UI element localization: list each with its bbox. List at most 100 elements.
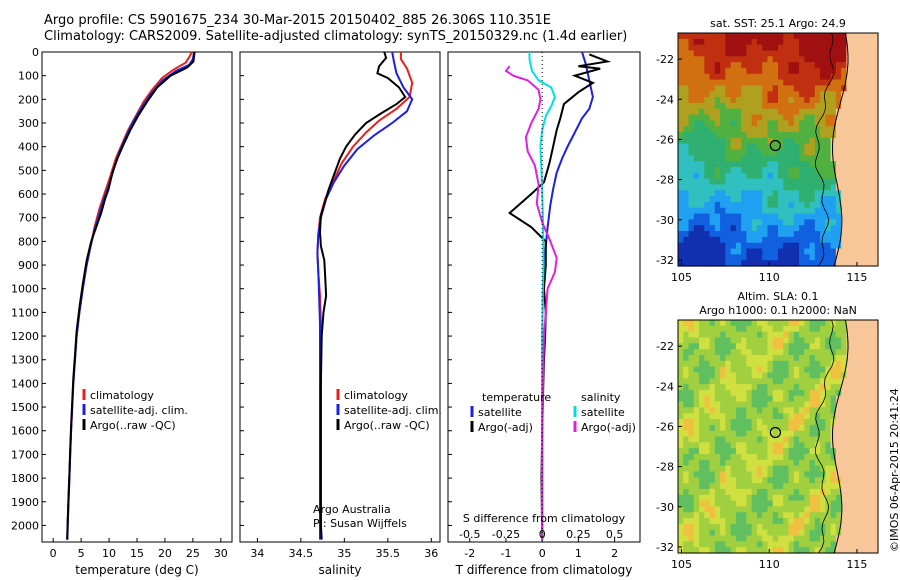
sst_map-cell: [783, 102, 790, 110]
sla_map-cell: [846, 360, 853, 368]
sla_map-cell: [714, 430, 721, 438]
sla_map-cell: [820, 453, 826, 461]
sla_map-cell: [714, 436, 721, 443]
sla_map-cell: [793, 512, 800, 519]
sla_map-cell: [846, 378, 853, 385]
sla_map-cell: [699, 389, 705, 397]
sla_map-cell: [714, 459, 721, 467]
sla_map-cell: [730, 407, 737, 414]
sst_map-cell: [841, 97, 848, 104]
sla_map-cell: [825, 349, 832, 356]
sla_map-cell: [825, 541, 832, 548]
sla_map-cell: [783, 407, 790, 414]
sla_map-cell: [735, 343, 742, 350]
sst_map-cell: [799, 79, 805, 87]
sst_map-cell: [867, 56, 874, 63]
sla_map-cell: [751, 395, 758, 403]
sla_map-cell: [756, 419, 763, 426]
sst_map-cell: [746, 137, 753, 145]
sst_map-cell: [699, 207, 705, 215]
sla_map-cell: [867, 465, 874, 473]
sla_map-cell: [809, 465, 816, 473]
sla_map-cell: [825, 378, 832, 385]
sst_map-y-tick-label: -26: [656, 133, 674, 146]
sla_map-cell: [735, 395, 742, 403]
sst_map-cell: [825, 102, 832, 110]
sst_map-cell: [683, 62, 690, 69]
sst_map-cell: [772, 231, 779, 238]
sla_map-cell: [735, 389, 742, 397]
sst_map-cell: [772, 132, 779, 139]
sst_map-cell: [804, 219, 811, 226]
sst_map-cell: [788, 190, 795, 197]
sst_map-cell: [778, 149, 784, 156]
sla_map-cell: [846, 349, 853, 356]
sst_map-cell: [804, 85, 811, 92]
sst_map-cell: [809, 248, 816, 255]
sla_map-cell: [846, 483, 853, 490]
sla_map-cell: [709, 459, 716, 467]
sla_map-cell: [699, 366, 705, 374]
sst_map-cell: [778, 102, 784, 110]
sst_map-cell: [704, 85, 711, 92]
sst_map-cell: [688, 242, 695, 250]
sla_map-cell: [772, 320, 779, 327]
sst_map-cell: [699, 62, 705, 69]
sst_map-cell: [804, 201, 811, 209]
sla_map-cell: [793, 518, 800, 525]
sla_map-cell: [746, 453, 753, 461]
sla_map-cell: [830, 413, 837, 420]
sla_map-cell: [767, 360, 774, 368]
sla_map-cell: [688, 407, 695, 414]
sst_map-cell: [793, 108, 800, 116]
sla_map-cell: [709, 448, 716, 455]
sst_map-cell: [835, 56, 842, 63]
sst_map-cell: [825, 201, 832, 209]
sst_map-cell: [735, 178, 742, 186]
sla_map-cell: [820, 471, 826, 478]
sst_map-cell: [856, 260, 863, 267]
sst_map-cell: [830, 102, 837, 110]
sla_map-cell: [841, 384, 848, 391]
sla_map-cell: [678, 360, 684, 368]
sla_map-cell: [709, 384, 716, 391]
sla_map-cell: [751, 424, 758, 432]
sla_map-cell: [714, 529, 721, 537]
sst_map-cell: [778, 132, 784, 139]
sla_map-cell: [851, 547, 858, 554]
sla_map-cell: [751, 325, 758, 333]
sla_map-cell: [699, 430, 705, 438]
sla_map-cell: [778, 325, 784, 333]
sla_map-cell: [825, 354, 832, 362]
sst_map-cell: [862, 213, 869, 220]
sla_map-cell: [730, 354, 737, 362]
sst_map-cell: [778, 62, 784, 69]
sla_map-cell: [720, 343, 726, 350]
sst_map-cell: [793, 201, 800, 209]
sla_map-cell: [751, 488, 758, 496]
sla_map-cell: [704, 430, 711, 438]
sla_map-cell: [683, 448, 690, 455]
sst_map-cell: [735, 184, 742, 191]
sla_map-cell: [825, 337, 832, 344]
sla_map-cell: [814, 523, 821, 531]
sst_map-cell: [762, 201, 769, 209]
sst_map-cell: [746, 97, 753, 104]
sla_map-cell: [809, 419, 816, 426]
sla_map-cell: [835, 547, 842, 554]
sst_map-cell: [788, 260, 795, 267]
sla_map-cell: [851, 354, 858, 362]
sst_map-cell: [825, 38, 832, 46]
sst_map-cell: [825, 91, 832, 98]
sst_map-cell: [788, 114, 795, 121]
sst_map-cell: [735, 108, 742, 116]
sla_map-cell: [846, 442, 853, 449]
sst_map-cell: [820, 155, 826, 162]
sst_map-cell: [688, 184, 695, 191]
sla_map-cell: [751, 401, 758, 408]
sla_map-cell: [872, 430, 879, 438]
sla_map-cell: [825, 320, 832, 327]
sla_map-cell: [788, 512, 795, 519]
sst_map-cell: [788, 73, 795, 81]
sst_map-cell: [783, 132, 790, 139]
